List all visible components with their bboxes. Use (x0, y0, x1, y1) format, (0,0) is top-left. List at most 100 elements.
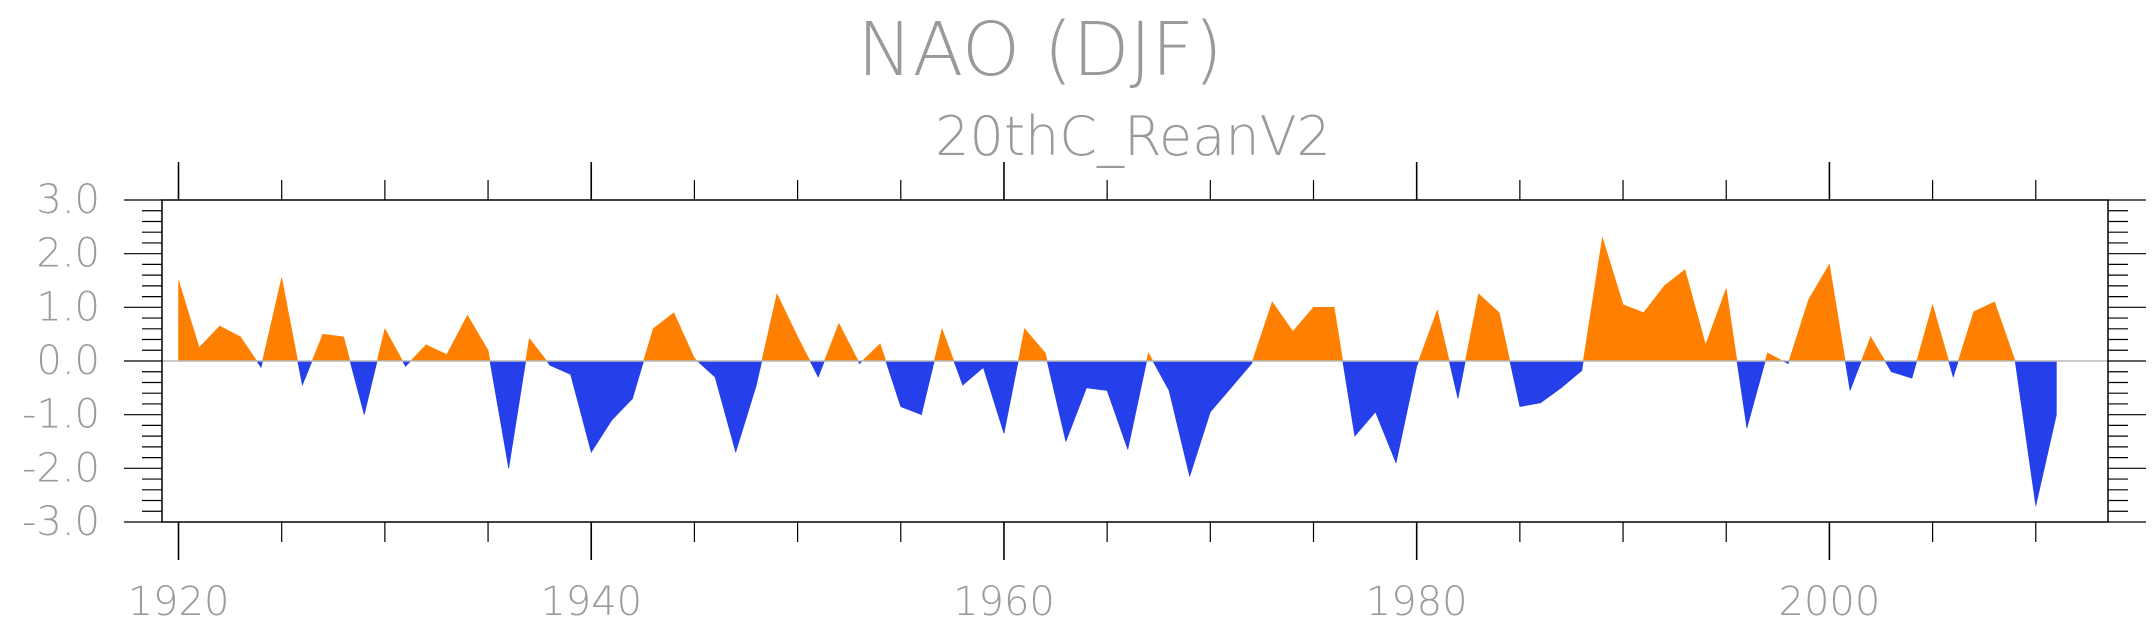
negative-area (1509, 360, 1521, 407)
y-tick-label: 3.0 (36, 177, 100, 223)
negative-area (953, 360, 963, 386)
positive-area (1808, 263, 1830, 362)
negative-area (1560, 360, 1583, 389)
negative-area (983, 360, 1005, 434)
positive-area (1044, 352, 1048, 362)
y-tick-label: 2.0 (36, 231, 100, 277)
positive-area (673, 312, 695, 362)
positive-area (529, 337, 548, 362)
negative-area (2014, 360, 2037, 506)
negative-area (1746, 360, 1766, 429)
y-tick-label: -2.0 (22, 445, 100, 491)
negative-area (1448, 360, 1459, 399)
negative-area (1375, 360, 1397, 464)
positive-area (409, 344, 427, 362)
negative-area (260, 360, 263, 368)
positive-area (425, 344, 448, 362)
negative-area (611, 360, 633, 421)
negative-area (1849, 360, 1862, 391)
negative-area (302, 360, 313, 386)
negative-area (570, 360, 592, 453)
positive-area (776, 293, 798, 362)
positive-area (281, 277, 299, 362)
chart-subtitle: 20thC_ReanV2 (935, 105, 1331, 168)
positive-area (198, 325, 221, 362)
positive-area (933, 328, 943, 362)
positive-area (823, 323, 840, 362)
negative-area (1106, 360, 1129, 450)
negative-area (549, 360, 571, 375)
positive-area (262, 277, 282, 362)
positive-area (1602, 237, 1624, 362)
negative-area (1948, 360, 1954, 378)
positive-area (322, 333, 344, 362)
positive-area (838, 323, 859, 362)
negative-area (1189, 360, 1211, 477)
positive-area (376, 328, 386, 362)
negative-area (1457, 360, 1466, 399)
negative-area (1354, 360, 1376, 437)
negative-area (1540, 360, 1562, 404)
positive-area (1643, 284, 1665, 362)
y-tick-label: 1.0 (36, 284, 100, 330)
negative-area (1127, 360, 1148, 450)
negative-area (297, 360, 303, 386)
positive-area (879, 343, 887, 362)
positive-area (1418, 309, 1438, 362)
positive-area (1957, 311, 1975, 362)
positive-area (178, 280, 200, 362)
positive-area (1860, 336, 1871, 362)
negative-area (632, 360, 645, 399)
positive-area (1333, 307, 1344, 362)
positive-area (1437, 309, 1450, 362)
positive-area (1024, 327, 1046, 362)
positive-area (240, 335, 258, 362)
negative-area (1952, 360, 1959, 378)
positive-area (446, 315, 468, 362)
axis-ticks (124, 162, 2146, 560)
negative-area (921, 360, 935, 415)
negative-area (1342, 360, 1356, 437)
positive-area (1767, 352, 1784, 362)
negative-area (1519, 360, 1541, 407)
negative-area (590, 360, 613, 454)
negative-area (1046, 360, 1067, 442)
positive-area (1788, 299, 1810, 362)
x-tick-label: 1920 (128, 579, 230, 624)
positive-area (1932, 304, 1950, 362)
negative-area (900, 360, 922, 416)
negative-area (405, 360, 412, 368)
negative-area (1086, 360, 1108, 391)
negative-area (962, 360, 984, 386)
x-tick-label: 2000 (1779, 579, 1881, 624)
positive-area (1478, 293, 1500, 362)
negative-area (363, 360, 378, 415)
negative-area (2035, 360, 2057, 506)
positive-area (1252, 301, 1273, 362)
positive-area (1292, 306, 1314, 362)
negative-area (256, 360, 262, 369)
negative-area (508, 360, 527, 469)
positive-area (1764, 352, 1768, 362)
positive-area (467, 314, 489, 362)
positive-area (1313, 307, 1335, 362)
positive-area (1829, 264, 1846, 362)
positive-area (861, 343, 881, 362)
negative-area (1736, 360, 1748, 429)
y-tick-label: -1.0 (22, 392, 100, 438)
positive-area (1498, 312, 1511, 362)
positive-area (343, 336, 351, 362)
positive-area (941, 328, 955, 362)
positive-area (311, 334, 324, 362)
positive-area (797, 336, 811, 362)
chart-title: NAO (DJF) (857, 7, 1223, 93)
negative-area (1416, 360, 1420, 367)
positive-area (1725, 288, 1738, 362)
negative-area (1152, 360, 1170, 391)
positive-area (761, 293, 778, 362)
positive-area (1684, 269, 1706, 362)
positive-area (1994, 301, 2016, 362)
x-tick-label: 1960 (953, 579, 1055, 624)
negative-area (402, 360, 406, 367)
